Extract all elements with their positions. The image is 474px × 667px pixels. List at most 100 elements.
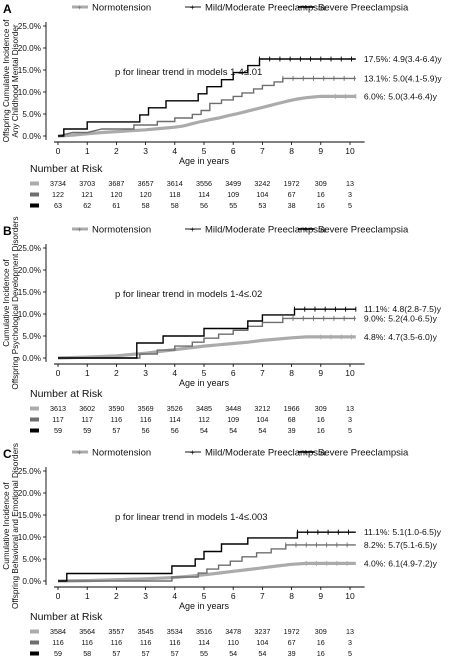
risk-cell: 57 <box>171 649 179 658</box>
x-tick-label: 5 <box>202 368 207 378</box>
x-tick-label: 8 <box>289 591 294 601</box>
risk-cell: 16 <box>317 426 325 435</box>
risk-cell: 3703 <box>79 179 95 188</box>
x-tick-label: 8 <box>289 368 294 378</box>
risk-row-swatch <box>30 406 39 411</box>
end-label: 11.1%: 4.8(2.8-7.5)y <box>364 304 442 314</box>
risk-cell: 3448 <box>225 404 241 413</box>
risk-cell: 54 <box>200 426 208 435</box>
x-tick-label: 2 <box>114 368 119 378</box>
risk-cell: 59 <box>83 426 91 435</box>
risk-cell: 114 <box>198 190 209 199</box>
risk-cell: 3613 <box>50 404 66 413</box>
x-tick-label: 6 <box>231 591 236 601</box>
p-trend-annotation: p for linear trend in models 1-4≤.01 <box>115 67 262 78</box>
end-label: 8.2%: 5.7(5.1-6.5)y <box>364 540 438 550</box>
legend-label: Normotension <box>92 3 151 14</box>
x-tick-label: 6 <box>231 368 236 378</box>
y-tick-label: 15.0% <box>18 66 41 75</box>
risk-row-swatch <box>30 651 39 656</box>
risk-cell: 118 <box>169 190 180 199</box>
x-tick-label: 8 <box>289 146 294 156</box>
y-axis-title: Offspring Psychological Development Diso… <box>11 216 20 389</box>
panel-letter: A <box>3 2 12 16</box>
risk-cell: 57 <box>142 649 150 658</box>
y-tick-label: 5.0% <box>22 110 41 119</box>
risk-cell: 67 <box>288 638 296 647</box>
y-tick-label: 20.0% <box>18 44 41 53</box>
risk-cell: 68 <box>288 415 296 424</box>
risk-cell: 55 <box>200 649 208 658</box>
x-tick-label: 4 <box>172 146 177 156</box>
risk-cell: 309 <box>315 627 327 636</box>
risk-cell: 59 <box>54 649 62 658</box>
risk-cell: 56 <box>142 426 150 435</box>
risk-cell: 109 <box>227 415 239 424</box>
x-tick-label: 6 <box>231 146 236 156</box>
risk-cell: 3526 <box>167 404 183 413</box>
x-tick-label: 10 <box>345 146 355 156</box>
risk-cell: 56 <box>200 201 208 210</box>
y-tick-label: 5.0% <box>22 555 41 564</box>
legend-marker: + <box>77 448 82 457</box>
risk-cell: 116 <box>140 638 151 647</box>
legend-label: Mild/Moderate Preeclampsia <box>205 448 326 459</box>
risk-cell: 16 <box>317 638 325 647</box>
risk-cell: 114 <box>198 638 209 647</box>
risk-cell: 116 <box>81 638 92 647</box>
risk-cell: 309 <box>315 404 327 413</box>
risk-cell: 120 <box>110 190 122 199</box>
risk-cell: 116 <box>111 638 122 647</box>
legend-marker: + <box>77 225 82 234</box>
legend-label: Normotension <box>92 225 151 236</box>
risk-cell: 3478 <box>225 627 241 636</box>
series-line-mild-moderate <box>58 317 356 359</box>
x-tick-label: 3 <box>143 146 148 156</box>
risk-cell: 59 <box>54 426 62 435</box>
x-tick-label: 5 <box>202 591 207 601</box>
end-label: 6.0%: 5.0(3.4-6.4)y <box>364 91 438 101</box>
risk-cell: 16 <box>317 190 325 199</box>
risk-cell: 114 <box>169 415 180 424</box>
legend-label: Severe Preeclampsia <box>318 448 409 459</box>
risk-cell: 13 <box>346 627 354 636</box>
risk-cell: 3534 <box>167 627 183 636</box>
y-axis-title: Any Childhood Mental Disorder <box>11 24 20 138</box>
risk-cell: 3 <box>348 638 352 647</box>
end-label: 4.0%: 6.1(4.9-7.2)y <box>364 558 438 568</box>
panel-letter: B <box>3 224 12 238</box>
risk-row-swatch <box>30 181 39 186</box>
risk-cell: 3614 <box>167 179 183 188</box>
y-tick-label: 25.0% <box>18 467 41 476</box>
y-tick-label: 0.0% <box>22 132 41 141</box>
y-axis-title: Offspring Behavioral and Emotional Disor… <box>11 443 20 609</box>
risk-cell: 1972 <box>284 627 300 636</box>
x-tick-label: 2 <box>114 591 119 601</box>
risk-cell: 5 <box>348 201 352 210</box>
legend-marker: + <box>190 225 195 234</box>
series-line-severe <box>58 531 356 582</box>
risk-table-title: Number at Risk <box>30 388 103 400</box>
legend-marker: + <box>303 225 308 234</box>
risk-row-swatch <box>30 428 39 433</box>
p-trend-annotation: p for linear trend in models 1-4≤.003 <box>115 512 268 523</box>
risk-cell: 58 <box>142 201 150 210</box>
risk-cell: 54 <box>258 426 266 435</box>
risk-cell: 16 <box>317 649 325 658</box>
risk-cell: 120 <box>140 190 152 199</box>
x-axis-title: Age in years <box>179 156 230 166</box>
x-tick-label: 10 <box>345 591 355 601</box>
x-tick-label: 2 <box>114 146 119 156</box>
risk-cell: 3 <box>348 415 352 424</box>
risk-cell: 3590 <box>108 404 124 413</box>
x-tick-label: 4 <box>172 591 177 601</box>
x-tick-label: 4 <box>172 368 177 378</box>
risk-cell: 5 <box>348 426 352 435</box>
legend-marker: + <box>77 3 82 12</box>
risk-cell: 57 <box>112 649 120 658</box>
risk-cell: 13 <box>346 404 354 413</box>
p-trend-annotation: p for linear trend in models 1-4≤.02 <box>115 289 262 300</box>
y-tick-label: 10.0% <box>18 310 41 319</box>
x-tick-label: 9 <box>318 591 323 601</box>
